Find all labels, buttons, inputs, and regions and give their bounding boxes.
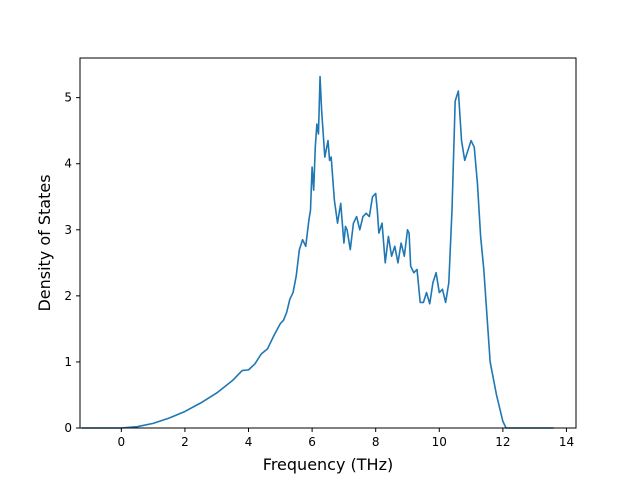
x-tick-label: 12 — [495, 435, 510, 449]
x-axis-label: Frequency (THz) — [263, 455, 393, 474]
y-axis-label: Density of States — [35, 174, 54, 311]
y-tick-label: 1 — [64, 355, 72, 369]
x-tick-label: 6 — [308, 435, 316, 449]
x-tick-label: 2 — [181, 435, 189, 449]
y-tick-label: 5 — [64, 91, 72, 105]
x-tick-label: 8 — [372, 435, 380, 449]
y-tick-label: 4 — [64, 157, 72, 171]
plot-frame — [79, 57, 577, 429]
y-tick-label: 0 — [64, 421, 72, 435]
x-tick-label: 10 — [432, 435, 447, 449]
y-tick-label: 3 — [64, 223, 72, 237]
y-tick-label: 2 — [64, 289, 72, 303]
plot-area — [81, 75, 554, 429]
x-tick-label: 0 — [118, 435, 126, 449]
series-line-0 — [81, 75, 554, 429]
x-tick-label: 14 — [559, 435, 574, 449]
x-tick-label: 4 — [245, 435, 253, 449]
